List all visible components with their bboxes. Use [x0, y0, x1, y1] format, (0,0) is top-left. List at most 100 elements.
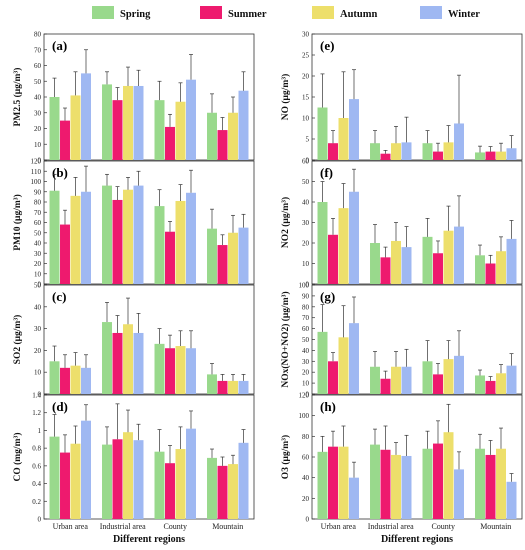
legend-swatch-autumn	[312, 6, 334, 19]
y-tick-label: 40	[302, 347, 310, 355]
bar-winter-urban-area	[349, 477, 359, 519]
bar-autumn-mountain	[496, 251, 506, 284]
bar-spring-urban-area	[49, 436, 60, 519]
bar-spring-mountain	[475, 375, 485, 394]
bar-summer-mountain	[485, 151, 496, 160]
bar-winter-urban-area	[81, 191, 91, 284]
y-tick-label: 20	[34, 125, 42, 133]
legend-swatch-winter	[420, 6, 442, 19]
bar-spring-county	[154, 451, 165, 519]
y-tick-label: 0.4	[32, 480, 41, 488]
panel-d: 0 0.2 0.4 0.6 0.8 1 1.2 1.4 CO (mg/m³) (d) Urban a…	[12, 392, 255, 531]
bar-spring-mountain	[207, 374, 217, 394]
bar-spring-mountain	[207, 228, 217, 284]
y-tick-label: 100	[299, 282, 310, 290]
bar-winter-industrial-area	[133, 332, 144, 394]
y-axis-label: PM10 (μg/m³)	[12, 194, 23, 251]
x-tick-label-mountain: Mountain	[480, 522, 511, 531]
y-tick-label: 30	[34, 250, 42, 258]
bar-winter-county	[186, 79, 196, 160]
y-tick-label: 0	[306, 281, 310, 289]
bar-spring-urban-area	[317, 202, 328, 284]
y-tick-label: 40	[34, 303, 42, 311]
bar-winter-industrial-area	[133, 185, 144, 284]
bar-summer-industrial-area	[380, 153, 391, 160]
y-tick-label: 70	[34, 46, 42, 54]
y-axis-label: PM2.5 (μg/m³)	[12, 68, 23, 127]
bar-autumn-urban-area	[70, 443, 81, 519]
bar-autumn-mountain	[496, 373, 506, 394]
x-tick-label-industrial-area: Industrial area	[100, 522, 146, 531]
bar-autumn-county	[443, 230, 454, 284]
bar-winter-mountain	[506, 238, 517, 284]
bar-autumn-mountain	[228, 112, 238, 160]
bar-winter-industrial-area	[401, 455, 412, 519]
y-tick-label: 70	[34, 209, 42, 217]
bar-winter-urban-area	[81, 367, 91, 394]
y-tick-label: 10	[302, 380, 310, 388]
bar-autumn-industrial-area	[123, 85, 133, 160]
bar-spring-urban-area	[49, 361, 60, 394]
bar-winter-mountain	[506, 481, 517, 519]
legend-swatch-summer	[200, 6, 222, 19]
panel-b: 0 10 20 30 40 50 60 70 80 90 100 110 120 PM10 (μg/m³)…	[12, 158, 255, 289]
y-tick-label: 20	[302, 240, 310, 248]
bar-winter-mountain	[238, 442, 249, 519]
bar-summer-urban-area	[328, 446, 338, 519]
bar-autumn-urban-area	[70, 365, 81, 394]
bar-winter-industrial-area	[401, 247, 412, 284]
y-tick-label: 30	[34, 325, 42, 333]
y-tick-label: 20	[302, 73, 310, 81]
y-tick-label: 120	[299, 392, 310, 400]
bar-winter-mountain	[506, 365, 517, 394]
y-tick-label: 0	[38, 391, 42, 399]
bar-autumn-industrial-area	[123, 324, 133, 394]
y-tick-label: 80	[302, 433, 310, 441]
bar-spring-industrial-area	[370, 444, 380, 519]
y-tick-label: 10	[34, 270, 42, 278]
bar-summer-county	[433, 374, 443, 394]
bar-autumn-mountain	[228, 232, 238, 284]
x-axis-title-right: Different regions	[381, 534, 453, 545]
bar-winter-urban-area	[81, 420, 91, 519]
bar-winter-industrial-area	[401, 366, 412, 394]
bar-spring-county	[154, 100, 165, 160]
y-tick-label: 30	[34, 109, 42, 117]
bar-winter-county	[454, 123, 464, 160]
bar-autumn-county	[175, 200, 186, 284]
bar-summer-mountain	[485, 263, 496, 284]
bar-summer-industrial-area	[112, 100, 123, 160]
y-tick-label: 30	[302, 219, 310, 227]
panel-label: (e)	[320, 38, 334, 53]
bar-summer-county	[433, 253, 443, 284]
panel-label: (c)	[52, 289, 66, 304]
y-tick-label: 0	[306, 516, 310, 524]
y-tick-label: 50	[302, 178, 310, 186]
panel-label: (d)	[52, 399, 68, 414]
panel-g: 0 10 20 30 40 50 60 70 80 90 100 NOx(NO+NO2) (μg/m³…	[280, 282, 523, 399]
bar-autumn-mountain	[496, 448, 506, 519]
panel-e: 0 5 10 15 20 25 30 NO (μg/m³) (e)	[280, 31, 523, 165]
bar-spring-mountain	[475, 255, 485, 284]
y-tick-label: 100	[31, 178, 42, 186]
y-tick-label: 50	[302, 336, 310, 344]
bar-winter-county	[454, 469, 464, 519]
y-tick-label: 110	[31, 168, 42, 176]
bar-spring-industrial-area	[370, 143, 380, 160]
bar-winter-urban-area	[349, 191, 359, 284]
bar-winter-mountain	[238, 90, 249, 160]
bar-summer-urban-area	[328, 143, 338, 160]
bar-autumn-industrial-area	[391, 240, 401, 284]
bar-winter-industrial-area	[401, 142, 412, 160]
y-tick-label: 25	[302, 52, 310, 60]
y-tick-label: 40	[34, 94, 42, 102]
bar-autumn-county	[175, 346, 186, 394]
bar-spring-mountain	[475, 448, 485, 519]
legend-swatch-spring	[92, 6, 114, 19]
bar-summer-mountain	[485, 454, 496, 519]
plot-frame	[43, 394, 255, 520]
bar-autumn-industrial-area	[391, 366, 401, 394]
y-tick-label: 50	[34, 282, 42, 290]
y-tick-label: 60	[34, 219, 42, 227]
bar-autumn-county	[175, 101, 186, 160]
